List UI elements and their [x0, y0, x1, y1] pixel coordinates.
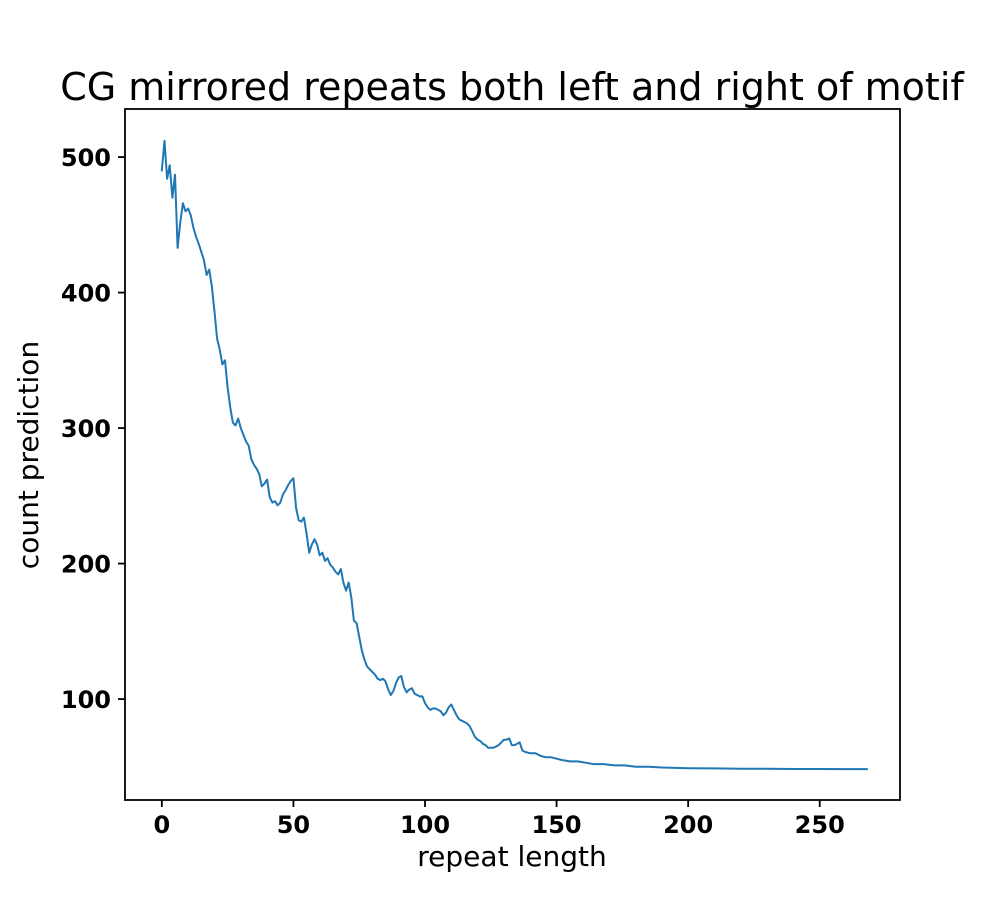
- y-tick-label: 100: [61, 686, 111, 714]
- x-tick-label: 150: [532, 811, 582, 839]
- chart-title: CG mirrored repeats both left and right …: [60, 65, 965, 109]
- y-tick-label: 300: [61, 415, 111, 443]
- y-tick-label: 400: [61, 280, 111, 308]
- y-tick-label: 200: [61, 551, 111, 579]
- x-tick-label: 250: [795, 811, 845, 839]
- x-tick-label: 50: [277, 811, 310, 839]
- x-tick-label: 0: [153, 811, 170, 839]
- y-tick-label: 500: [61, 144, 111, 172]
- x-ticks-group: 0 50 100 150 200 250: [153, 800, 845, 839]
- x-axis-label: repeat length: [417, 840, 606, 873]
- x-tick-label: 200: [663, 811, 713, 839]
- y-ticks-group: 100 200 300 400 500: [61, 144, 125, 714]
- x-tick-label: 100: [400, 811, 450, 839]
- series-line-group: [160, 139, 869, 771]
- data-line: [160, 139, 869, 771]
- plot-area: [124, 108, 901, 801]
- y-axis-label: count prediction: [12, 341, 45, 569]
